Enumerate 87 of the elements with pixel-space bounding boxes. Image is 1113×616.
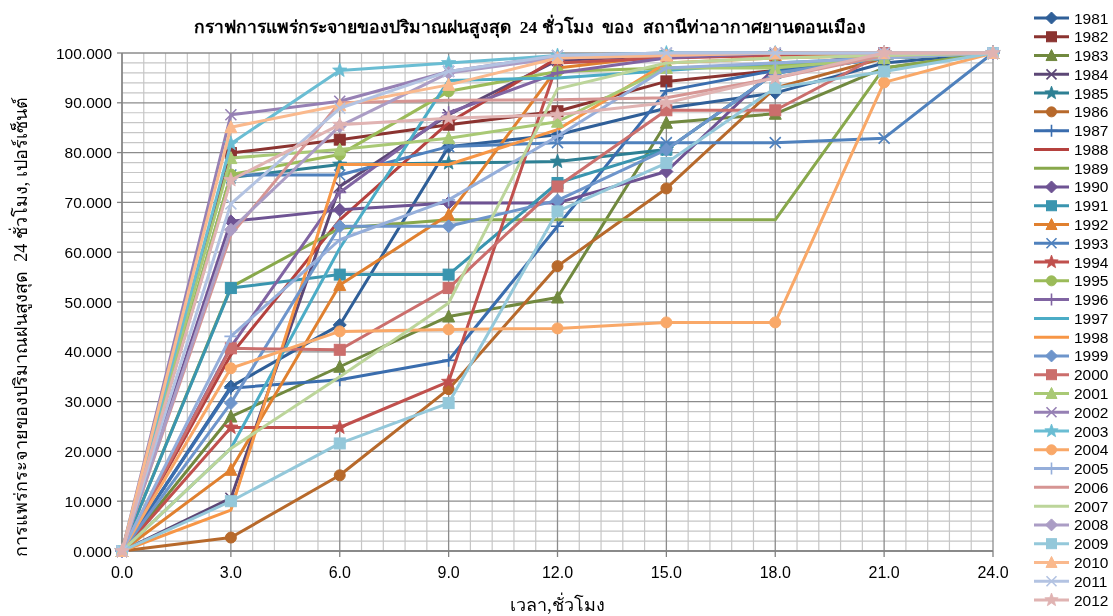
y-tick-label: 10.000: [64, 492, 113, 510]
legend-label: 2000: [1074, 366, 1109, 384]
y-tick-label: 30.000: [64, 393, 113, 411]
legend-label: 1984: [1074, 65, 1109, 83]
legend-label: 1991: [1074, 197, 1109, 215]
legend-label: 1993: [1074, 234, 1109, 252]
legend-item: 1990: [1034, 178, 1109, 196]
legend-label: 2012: [1074, 591, 1109, 609]
legend-item: 1986: [1034, 103, 1109, 121]
legend-item: 1998: [1034, 328, 1109, 346]
legend-item: 1999: [1034, 347, 1109, 365]
legend-label: 2008: [1074, 516, 1109, 534]
legend-item: 2000: [1034, 366, 1109, 384]
legend-label: 2009: [1074, 535, 1109, 553]
legend-item: 2012: [1034, 591, 1109, 609]
legend-label: 1989: [1074, 159, 1109, 177]
legend-item: 2001: [1034, 385, 1109, 402]
x-tick-label: 24.0: [977, 564, 1009, 581]
legend-item: 1981: [1034, 9, 1109, 27]
x-tick-label: 0.0: [110, 564, 134, 581]
legend-item: 2009: [1034, 535, 1109, 553]
x-tick-label: 21.0: [868, 564, 900, 581]
legend-item: 2008: [1034, 516, 1109, 534]
y-tick-label: 0.000: [73, 542, 113, 560]
y-tick-label: 20.000: [64, 442, 113, 460]
x-tick-label: 15.0: [650, 564, 683, 581]
legend-item: 1995: [1034, 272, 1109, 290]
x-tick-label: 3.0: [219, 564, 243, 581]
legend-label: 1987: [1074, 122, 1109, 140]
x-tick-label: 9.0: [437, 564, 460, 581]
x-tick-label: 6.0: [328, 564, 351, 581]
legend-item: 1984: [1034, 65, 1109, 83]
legend-label: 2007: [1074, 497, 1109, 515]
legend-label: 1999: [1074, 347, 1109, 365]
legend-item: 1987: [1034, 122, 1109, 140]
y-axis-title: การแพร่กระจายของปริมาณฝนสูงสุด 24 ชั่วโมง, เปอร์เซ็นต์: [8, 97, 32, 557]
y-tick-label: 60.000: [64, 243, 113, 261]
legend-label: 1986: [1074, 103, 1109, 121]
legend-item: 2004: [1034, 441, 1109, 459]
legend-item: 1988: [1034, 140, 1109, 158]
legend-item: 1996: [1034, 291, 1109, 309]
legend-item: 1989: [1034, 159, 1109, 177]
legend-label: 1998: [1074, 328, 1109, 346]
legend-item: 2007: [1034, 497, 1109, 515]
legend-item: 2006: [1034, 478, 1109, 496]
legend-item: 1985: [1034, 84, 1109, 102]
legend-label: 1994: [1074, 253, 1109, 271]
legend-item: 1982: [1034, 28, 1109, 46]
legend-item: 1997: [1034, 309, 1109, 327]
legend-label: 1982: [1074, 28, 1109, 46]
x-tick-label: 18.0: [759, 564, 791, 581]
x-tick-label: 12.0: [541, 564, 574, 581]
legend-label: 1985: [1074, 84, 1109, 102]
legend-label: 1997: [1074, 309, 1109, 327]
legend-label: 1992: [1074, 216, 1109, 234]
legend-item: 1983: [1034, 47, 1109, 65]
y-tick-label: 80.000: [64, 144, 113, 162]
legend-label: 1981: [1074, 9, 1109, 27]
legend-label: 2003: [1074, 422, 1109, 440]
legend-label: 2001: [1074, 384, 1109, 402]
legend-item: 1992: [1034, 216, 1109, 233]
y-tick-label: 90.000: [64, 94, 113, 112]
x-axis-title: เวลา,ชั่วโมง: [510, 592, 605, 615]
legend-label: 2006: [1074, 478, 1109, 496]
legend-label: 1995: [1074, 272, 1109, 290]
legend-item: 1994: [1034, 253, 1109, 271]
legend-item: 2003: [1034, 422, 1109, 440]
y-tick-label: 50.000: [64, 293, 113, 311]
legend-item: 2002: [1034, 403, 1109, 421]
legend-label: 2004: [1074, 441, 1109, 459]
y-tick-label: 100.000: [55, 44, 113, 62]
legend-item: 1991: [1034, 197, 1109, 215]
y-tick-label: 40.000: [64, 343, 113, 361]
legend-label: 2005: [1074, 460, 1109, 478]
legend-item: 2010: [1034, 553, 1109, 571]
legend-label: 2011: [1074, 572, 1108, 590]
legend-label: 1988: [1074, 140, 1109, 158]
y-tick-label: 70.000: [64, 193, 113, 211]
legend-item: 2011: [1034, 572, 1108, 590]
legend-label: 2002: [1074, 403, 1109, 421]
legend-label: 2010: [1074, 553, 1109, 571]
legend-item: 2005: [1034, 460, 1109, 478]
legend-label: 1983: [1074, 47, 1109, 65]
chart-title: กราฟการแพร่กระจายของปริมาณฝนสูงสุด 24 ชั่วโมง ของ สถานีท่าอากาศยานดอนเมือง: [193, 14, 867, 39]
legend-label: 1996: [1074, 291, 1109, 309]
legend-label: 1990: [1074, 178, 1109, 196]
legend-item: 1993: [1034, 234, 1109, 252]
